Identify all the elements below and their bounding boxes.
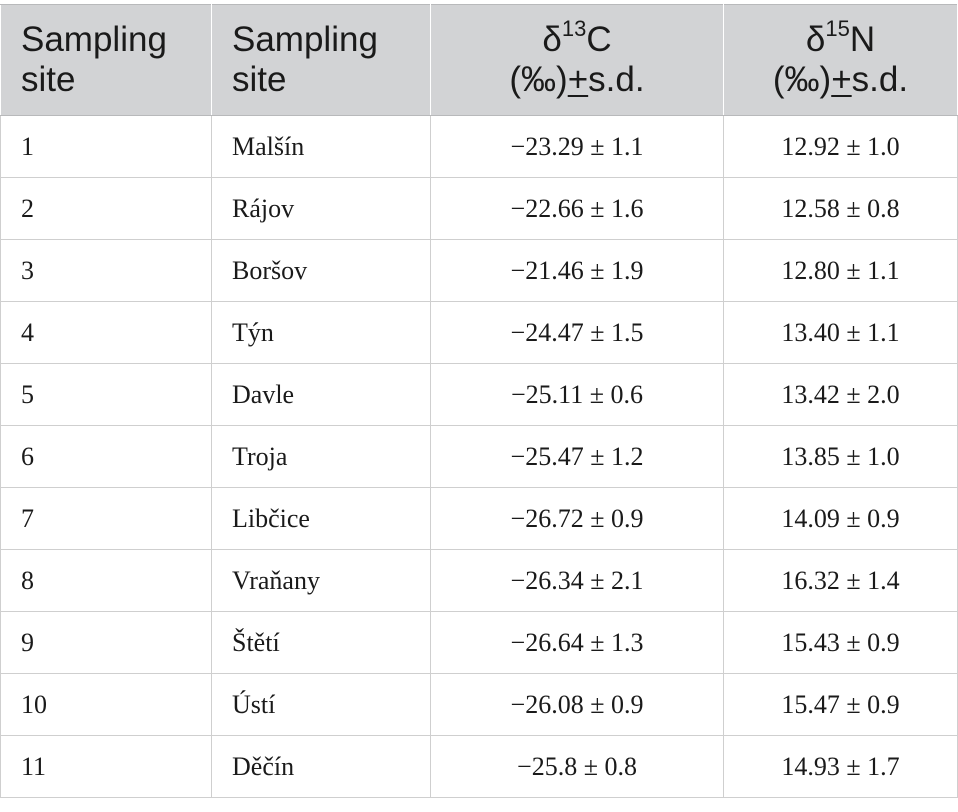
delta15n-cell: 14.09 ± 0.9: [723, 487, 958, 550]
table-row: 11 Děčín −25.8 ± 0.8 14.93 ± 1.7: [0, 735, 958, 798]
header-line: site: [21, 60, 76, 99]
site-name-cell: Davle: [211, 363, 431, 426]
delta15n-cell: 13.85 ± 1.0: [723, 425, 958, 488]
header-line: site: [232, 60, 287, 99]
header-element: C: [586, 20, 612, 59]
table-row: 3 Boršov −21.46 ± 1.9 12.80 ± 1.1: [0, 239, 958, 302]
table-row: 2 Rájov −22.66 ± 1.6 12.58 ± 0.8: [0, 177, 958, 240]
header-line: δ13C: [431, 18, 723, 60]
table-row: 4 Týn −24.47 ± 1.5 13.40 ± 1.1: [0, 301, 958, 364]
header-unit: (‰): [509, 60, 568, 99]
site-name-cell: Ústí: [211, 673, 431, 736]
site-number-cell: 3: [0, 239, 212, 302]
header-row: Sampling site Sampling site δ13C (‰)+s.d…: [0, 4, 958, 116]
site-number-cell: 11: [0, 735, 212, 798]
isotope-table: Sampling site Sampling site δ13C (‰)+s.d…: [0, 4, 958, 798]
site-name-cell: Štětí: [211, 611, 431, 674]
delta13c-cell: −25.47 ± 1.2: [430, 425, 724, 488]
header-line: (‰)+s.d.: [724, 60, 957, 100]
site-number-cell: 5: [0, 363, 212, 426]
delta13c-cell: −25.11 ± 0.6: [430, 363, 724, 426]
site-name-cell: Libčice: [211, 487, 431, 550]
header-plusminus: +: [567, 60, 589, 99]
site-number-cell: 4: [0, 301, 212, 364]
site-name-cell: Troja: [211, 425, 431, 488]
site-number-cell: 2: [0, 177, 212, 240]
site-number-cell: 7: [0, 487, 212, 550]
delta13c-cell: −25.8 ± 0.8: [430, 735, 724, 798]
site-number-cell: 1: [0, 115, 212, 178]
delta13c-cell: −26.64 ± 1.3: [430, 611, 724, 674]
delta13c-cell: −23.29 ± 1.1: [430, 115, 724, 178]
site-name-cell: Děčín: [211, 735, 431, 798]
table-body: 1 Malšín −23.29 ± 1.1 12.92 ± 1.0 2 Rájov −22.…: [0, 115, 958, 798]
delta15n-cell: 16.32 ± 1.4: [723, 549, 958, 612]
site-name-cell: Malšín: [211, 115, 431, 178]
header-isotope-mass: 15: [825, 16, 850, 42]
delta15n-cell: 12.80 ± 1.1: [723, 239, 958, 302]
delta15n-cell: 14.93 ± 1.7: [723, 735, 958, 798]
header-sd: s.d.: [851, 60, 909, 99]
table-header: Sampling site Sampling site δ13C (‰)+s.d…: [0, 4, 958, 116]
header-line: δ15N: [724, 18, 957, 60]
header-delta15n: δ15N (‰)+s.d.: [723, 4, 958, 116]
header-unit: (‰): [772, 60, 832, 99]
header-plusminus: +: [831, 60, 852, 99]
header-line: (‰)+s.d.: [431, 60, 723, 100]
header-element: N: [849, 20, 876, 59]
header-delta-symbol: δ: [542, 20, 562, 59]
table-row: 9 Štětí −26.64 ± 1.3 15.43 ± 0.9: [0, 611, 958, 674]
delta13c-cell: −22.66 ± 1.6: [430, 177, 724, 240]
delta15n-cell: 13.40 ± 1.1: [723, 301, 958, 364]
header-line: Sampling: [232, 20, 378, 59]
delta15n-cell: 15.43 ± 0.9: [723, 611, 958, 674]
table-row: 1 Malšín −23.29 ± 1.1 12.92 ± 1.0: [0, 115, 958, 178]
site-number-cell: 6: [0, 425, 212, 488]
header-delta13c: δ13C (‰)+s.d.: [430, 4, 724, 116]
delta15n-cell: 12.92 ± 1.0: [723, 115, 958, 178]
delta13c-cell: −26.34 ± 2.1: [430, 549, 724, 612]
site-number-cell: 8: [0, 549, 212, 612]
header-line: Sampling: [21, 20, 167, 59]
header-sampling-site-name: Sampling site: [211, 4, 431, 116]
header-delta-symbol: δ: [805, 20, 826, 59]
site-name-cell: Vraňany: [211, 549, 431, 612]
header-sd: s.d.: [588, 60, 645, 99]
table-row: 8 Vraňany −26.34 ± 2.1 16.32 ± 1.4: [0, 549, 958, 612]
delta13c-cell: −26.08 ± 0.9: [430, 673, 724, 736]
site-name-cell: Týn: [211, 301, 431, 364]
delta15n-cell: 13.42 ± 2.0: [723, 363, 958, 426]
site-number-cell: 10: [0, 673, 212, 736]
delta13c-cell: −21.46 ± 1.9: [430, 239, 724, 302]
delta15n-cell: 12.58 ± 0.8: [723, 177, 958, 240]
delta15n-cell: 15.47 ± 0.9: [723, 673, 958, 736]
site-name-cell: Rájov: [211, 177, 431, 240]
header-isotope-mass: 13: [561, 16, 587, 42]
table-row: 7 Libčice −26.72 ± 0.9 14.09 ± 0.9: [0, 487, 958, 550]
table-row: 10 Ústí −26.08 ± 0.9 15.47 ± 0.9: [0, 673, 958, 736]
header-sampling-site-number: Sampling site: [0, 4, 212, 116]
site-name-cell: Boršov: [211, 239, 431, 302]
delta13c-cell: −24.47 ± 1.5: [430, 301, 724, 364]
table-row: 5 Davle −25.11 ± 0.6 13.42 ± 2.0: [0, 363, 958, 426]
table-row: 6 Troja −25.47 ± 1.2 13.85 ± 1.0: [0, 425, 958, 488]
delta13c-cell: −26.72 ± 0.9: [430, 487, 724, 550]
site-number-cell: 9: [0, 611, 212, 674]
